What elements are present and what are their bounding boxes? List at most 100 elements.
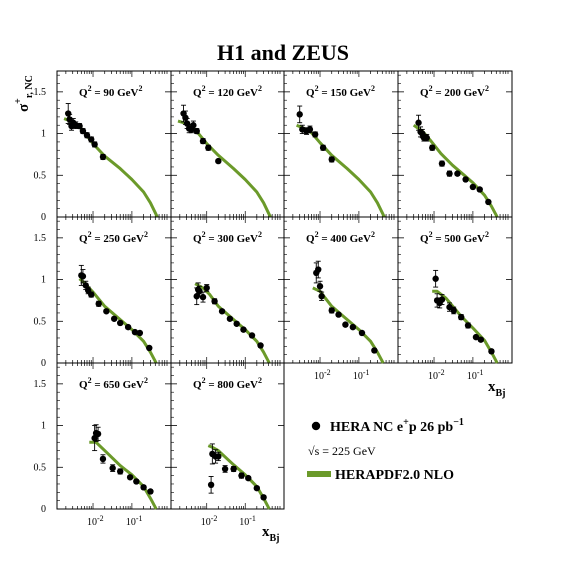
data-point: [257, 342, 264, 349]
data-point: [116, 468, 124, 475]
x-tick-base: 10: [201, 517, 211, 528]
panel-label-q: Q: [79, 87, 88, 99]
x-tick-label: 10-1: [126, 514, 143, 528]
data-point: [454, 170, 461, 177]
panel-q2-9: 10-2 10-1Q2 = 800 GeV2: [170, 362, 285, 528]
y-tick-label: 0.5: [34, 316, 47, 327]
panel-label-sup: 2: [88, 230, 92, 239]
panel-label-sup2: 2: [258, 376, 262, 385]
x-tick-base: 10: [353, 371, 363, 382]
panel-label-value: = 500 GeV: [433, 233, 485, 245]
data-point: [358, 329, 366, 337]
x-tick-base: 10: [314, 371, 324, 382]
data-point: [140, 484, 147, 491]
data-point: [342, 321, 349, 328]
data-point: [133, 478, 140, 485]
panel-label-sup: 2: [429, 84, 433, 93]
fit-band: [194, 282, 271, 364]
panel-label-value: = 250 GeV: [92, 233, 144, 245]
panel-label: Q2 = 400 GeV2: [306, 230, 375, 245]
panel-label-value: = 90 GeV: [92, 87, 139, 99]
x-axis-label-bottom: xBj: [262, 524, 280, 544]
panel-label: Q2 = 150 GeV2: [306, 84, 375, 99]
x-tick-base: 10: [87, 517, 97, 528]
data-point: [349, 323, 357, 331]
data-point: [190, 122, 197, 129]
fit-band: [63, 117, 159, 218]
data-point: [203, 284, 210, 292]
data-point: [248, 332, 256, 339]
panel-label-sup2: 2: [144, 230, 148, 239]
data-point: [226, 315, 234, 322]
panel-grid: 00.511.5 Q2 = 90 GeV2 Q2 = 120 GeV2 Q2 = 15…: [34, 70, 513, 528]
panel-q2-8: 00.511.510-2 10-1Q2 = 650 GeV2: [34, 362, 172, 528]
data-point: [207, 481, 215, 489]
data-point: [318, 293, 325, 300]
panel-q2-3: Q2 = 200 GeV2: [397, 70, 513, 218]
y-axis-label: σ+r, NC: [13, 75, 35, 112]
y-axis-label-sup: +: [13, 98, 24, 104]
data-point: [199, 293, 207, 301]
panel-label-value: = 150 GeV: [319, 87, 371, 99]
panel-label: Q2 = 250 GeV2: [79, 230, 148, 245]
panel-label-value: = 300 GeV: [206, 233, 258, 245]
x-axis-label-main: x: [488, 379, 496, 395]
data-point: [328, 307, 335, 314]
data-point: [95, 300, 102, 307]
panel-q2-7: 10-2 10-1Q2 = 500 GeV2: [397, 216, 513, 382]
data-point: [199, 137, 207, 145]
data-point: [306, 126, 314, 133]
data-point: [464, 322, 472, 329]
y-tick-label: 0: [41, 504, 46, 515]
panel-label-sup2: 2: [485, 84, 489, 93]
x-tick-exp: -2: [211, 514, 218, 523]
panel-label-sup2: 2: [144, 376, 148, 385]
data-point: [238, 472, 245, 479]
panel-label-sup: 2: [429, 230, 433, 239]
panel-label-sup: 2: [202, 376, 206, 385]
data-point: [319, 144, 327, 151]
x-tick-base: 10: [239, 517, 249, 528]
panel-label-q: Q: [193, 87, 202, 99]
y-axis-label-sub: r, NC: [24, 75, 35, 98]
data-point: [476, 186, 483, 193]
x-tick-base: 10: [467, 371, 477, 382]
data-point: [438, 296, 446, 303]
x-axis-label-right: xBj: [488, 379, 506, 399]
panel-label: Q2 = 90 GeV2: [79, 84, 142, 99]
panel-label-sup2: 2: [258, 230, 262, 239]
data-point: [147, 488, 154, 495]
y-tick-label: 0: [41, 358, 46, 369]
x-tick-label: 10-2: [314, 368, 331, 382]
panel-label-q: Q: [420, 87, 429, 99]
data-point: [260, 494, 267, 501]
data-point: [457, 313, 465, 321]
data-point: [316, 283, 324, 290]
panel-label-value: = 120 GeV: [206, 87, 258, 99]
x-tick-exp: -1: [477, 368, 484, 377]
x-tick-exp: -1: [136, 514, 143, 523]
data-point: [88, 291, 95, 298]
data-point: [99, 455, 107, 463]
panel-label: Q2 = 800 GeV2: [193, 376, 262, 391]
data-point: [253, 484, 261, 492]
data-point: [218, 308, 226, 315]
panel-label-sup: 2: [202, 230, 206, 239]
panel-q2-4: 00.511.5 Q2 = 250 GeV2: [34, 216, 172, 369]
fit-band: [432, 289, 499, 364]
legend: HERA NC e+p 26 pb−1 √s = 225 GeV HERAPDF…: [307, 417, 464, 483]
data-point: [193, 127, 200, 135]
panel-label-sup: 2: [88, 84, 92, 93]
panel-label-value: = 650 GeV: [92, 379, 144, 391]
x-tick-label: 10-1: [353, 368, 370, 382]
data-point: [230, 465, 237, 473]
data-point: [215, 453, 222, 460]
data-point: [315, 266, 322, 273]
data-point: [196, 288, 203, 295]
x-tick-label: 10-1: [239, 514, 256, 528]
data-point: [446, 170, 453, 177]
data-point: [99, 153, 107, 161]
panel-label-sup: 2: [202, 84, 206, 93]
y-tick-label: 1: [41, 421, 46, 432]
data-point: [205, 144, 212, 151]
